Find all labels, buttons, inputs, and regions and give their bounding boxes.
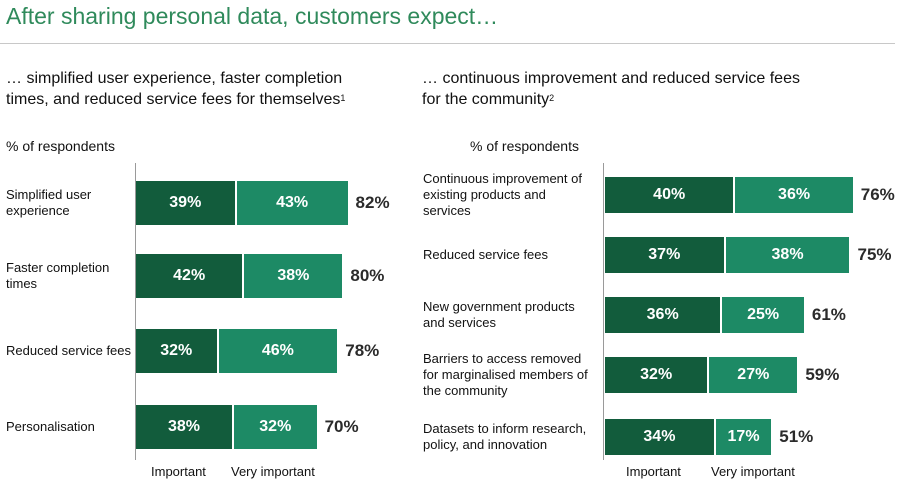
chart-left-bar-important: 38% bbox=[136, 405, 233, 449]
chart-right-total-label: 75% bbox=[857, 245, 892, 264]
chart-right-bar-important: 36% bbox=[605, 297, 721, 333]
chart-left-subtitle-text: … simplified user experience, faster com… bbox=[6, 70, 343, 108]
chart-left-bar-very-important: 38% bbox=[244, 254, 343, 298]
chart-left-bar-important: 32% bbox=[136, 329, 217, 373]
chart-left-total-label: 70% bbox=[324, 417, 359, 436]
chart-left-category-label: Personalisation bbox=[6, 419, 95, 434]
chart-right-bar-important: 40% bbox=[605, 177, 734, 213]
chart-left-legend-very-important: Very important bbox=[231, 464, 315, 479]
chart-right-total-label: 61% bbox=[811, 305, 846, 324]
chart-right-legend-very-important: Very important bbox=[711, 464, 795, 479]
chart-right-subtitle: … continuous improvement and reduced ser… bbox=[422, 68, 802, 110]
chart-right-unit-label: % of respondents bbox=[470, 138, 579, 154]
chart-left-bar-very-important: 46% bbox=[218, 329, 338, 373]
chart-right-total-label: 51% bbox=[779, 427, 814, 446]
chart-right-bar-very-important: 27% bbox=[709, 357, 798, 393]
chart-right-footnote-marker: 2 bbox=[549, 93, 555, 103]
chart-left-bar-very-important: 43% bbox=[236, 181, 348, 225]
chart-left-total-label: 82% bbox=[355, 193, 390, 212]
chart-right-bar-very-important: 25% bbox=[722, 297, 804, 333]
chart-right-legend-important: Important bbox=[626, 464, 681, 479]
chart-left-bar-important: 42% bbox=[136, 254, 243, 298]
chart-right-category-label: Continuous improvement of existing produ… bbox=[423, 171, 582, 218]
chart-right-bar-very-important: 38% bbox=[725, 237, 850, 273]
chart-left-category-label: Reduced service fees bbox=[6, 343, 132, 358]
chart-right-category-label: Barriers to access removed for marginali… bbox=[423, 351, 588, 398]
chart-left-total-label: 80% bbox=[350, 266, 385, 285]
chart-left-axis-line bbox=[135, 163, 136, 460]
chart-right-total-label: 59% bbox=[805, 365, 840, 384]
chart-left-subtitle: … simplified user experience, faster com… bbox=[6, 68, 386, 110]
chart-left-legend-important: Important bbox=[151, 464, 206, 479]
chart-left-bar-important: 39% bbox=[136, 181, 235, 225]
chart-right-category-label: Datasets to inform research, policy, and… bbox=[423, 421, 587, 452]
chart-left-footnote-marker: 1 bbox=[340, 93, 346, 103]
chart-right-bar-very-important: 36% bbox=[735, 177, 853, 213]
chart-right-category-label: New government products and services bbox=[423, 299, 575, 330]
chart-right-subtitle-text: … continuous improvement and reduced ser… bbox=[422, 70, 800, 108]
chart-left-category-label: Simplified user experience bbox=[6, 187, 92, 218]
title-divider bbox=[0, 43, 895, 44]
chart-right-axis-line bbox=[603, 163, 604, 460]
chart-left-total-label: 78% bbox=[345, 341, 380, 360]
chart-right-bar-important: 32% bbox=[605, 357, 708, 393]
chart-right-total-label: 76% bbox=[860, 185, 895, 204]
chart-right-category-label: Reduced service fees bbox=[423, 247, 549, 262]
chart-right-bar-important: 34% bbox=[605, 419, 714, 455]
chart-left-bar-very-important: 32% bbox=[234, 405, 317, 449]
chart-right-bar-important: 37% bbox=[605, 237, 724, 273]
chart-left-unit-label: % of respondents bbox=[6, 138, 115, 154]
chart-right-bar-very-important: 17% bbox=[715, 419, 772, 455]
chart-left-category-label: Faster completion times bbox=[6, 260, 110, 291]
page-title: After sharing personal data, customers e… bbox=[6, 3, 499, 29]
